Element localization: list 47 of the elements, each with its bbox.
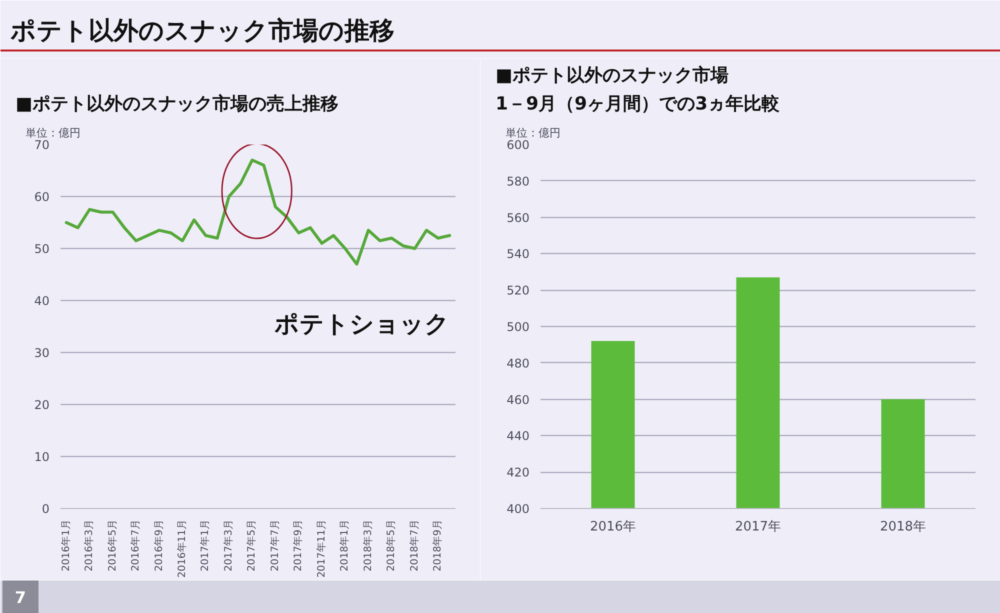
x-tick-label: 2016年3月 [83, 520, 96, 572]
y-tick-label: 560 [506, 210, 530, 225]
x-tick-label: 2016年1月 [60, 520, 72, 572]
chart-subtitle: ■ポテト以外のスナック市場の売上推移 [16, 94, 339, 114]
x-tick-label: 2018年9月 [432, 520, 444, 572]
x-tick-label: 2018年7月 [408, 520, 420, 572]
y-tick-label: 460 [506, 392, 530, 407]
x-tick-label: 2017年3月 [222, 520, 234, 572]
y-tick-label: 580 [506, 174, 530, 188]
y-tick-label: 480 [506, 356, 530, 370]
y-tick-label: 600 [506, 138, 530, 152]
y-tick-label: 520 [506, 284, 530, 298]
x-tick-label: 2018年 [880, 520, 926, 534]
annotation: ポテトショック [274, 310, 450, 338]
text: 7 [14, 588, 26, 607]
y-tick-label: 440 [506, 429, 530, 444]
x-tick-label: 2018年1月 [338, 520, 351, 572]
y-tick-label: 10 [34, 450, 50, 464]
y-tick-label: 50 [34, 242, 50, 256]
y-tick-label: 540 [506, 247, 530, 262]
x-tick-label: 2016年7月 [130, 520, 142, 572]
x-tick-label: 2017年1月 [199, 520, 212, 572]
x-tick-label: 2018年3月 [362, 520, 374, 572]
chart-title: ■ポテト以外のスナック市場 1－9月（9ヶ月間）での3ヵ年比較 [496, 65, 781, 114]
y-tick-label: 500 [506, 320, 530, 334]
x-tick-label: 2017年9月 [292, 520, 304, 572]
x-tick-label: 2017年5月 [246, 520, 258, 572]
y-tick-label: 0 [42, 502, 50, 516]
line-series [64, 158, 452, 266]
y-axis-title: 単位：億円 [506, 126, 560, 140]
y-tick-label: 30 [34, 346, 50, 360]
y-tick-label: 70 [34, 138, 50, 152]
x-tick-label: 2016年 [590, 520, 636, 534]
y-tick-label: 400 [506, 502, 530, 516]
x-tick-label: 2016年9月 [152, 520, 165, 572]
y-axis-title: 単位：億円 [26, 126, 80, 140]
chart-title: ポテト以外のスナック市場の推移 [10, 16, 394, 45]
y-tick-label: 60 [34, 190, 50, 204]
x-tick-label: 2016年11月 [176, 519, 188, 578]
y-tick-label: 420 [506, 466, 530, 480]
x-tick-label: 2018年5月 [385, 520, 398, 572]
x-tick-label: 2017年7月 [268, 520, 281, 572]
x-tick-label: 2016年5月 [106, 520, 118, 572]
y-tick-label: 20 [34, 398, 50, 412]
y-tick-label: 40 [34, 294, 50, 308]
x-tick-label: 2017年11月 [315, 519, 328, 578]
x-tick-label: 2017年 [734, 520, 782, 534]
